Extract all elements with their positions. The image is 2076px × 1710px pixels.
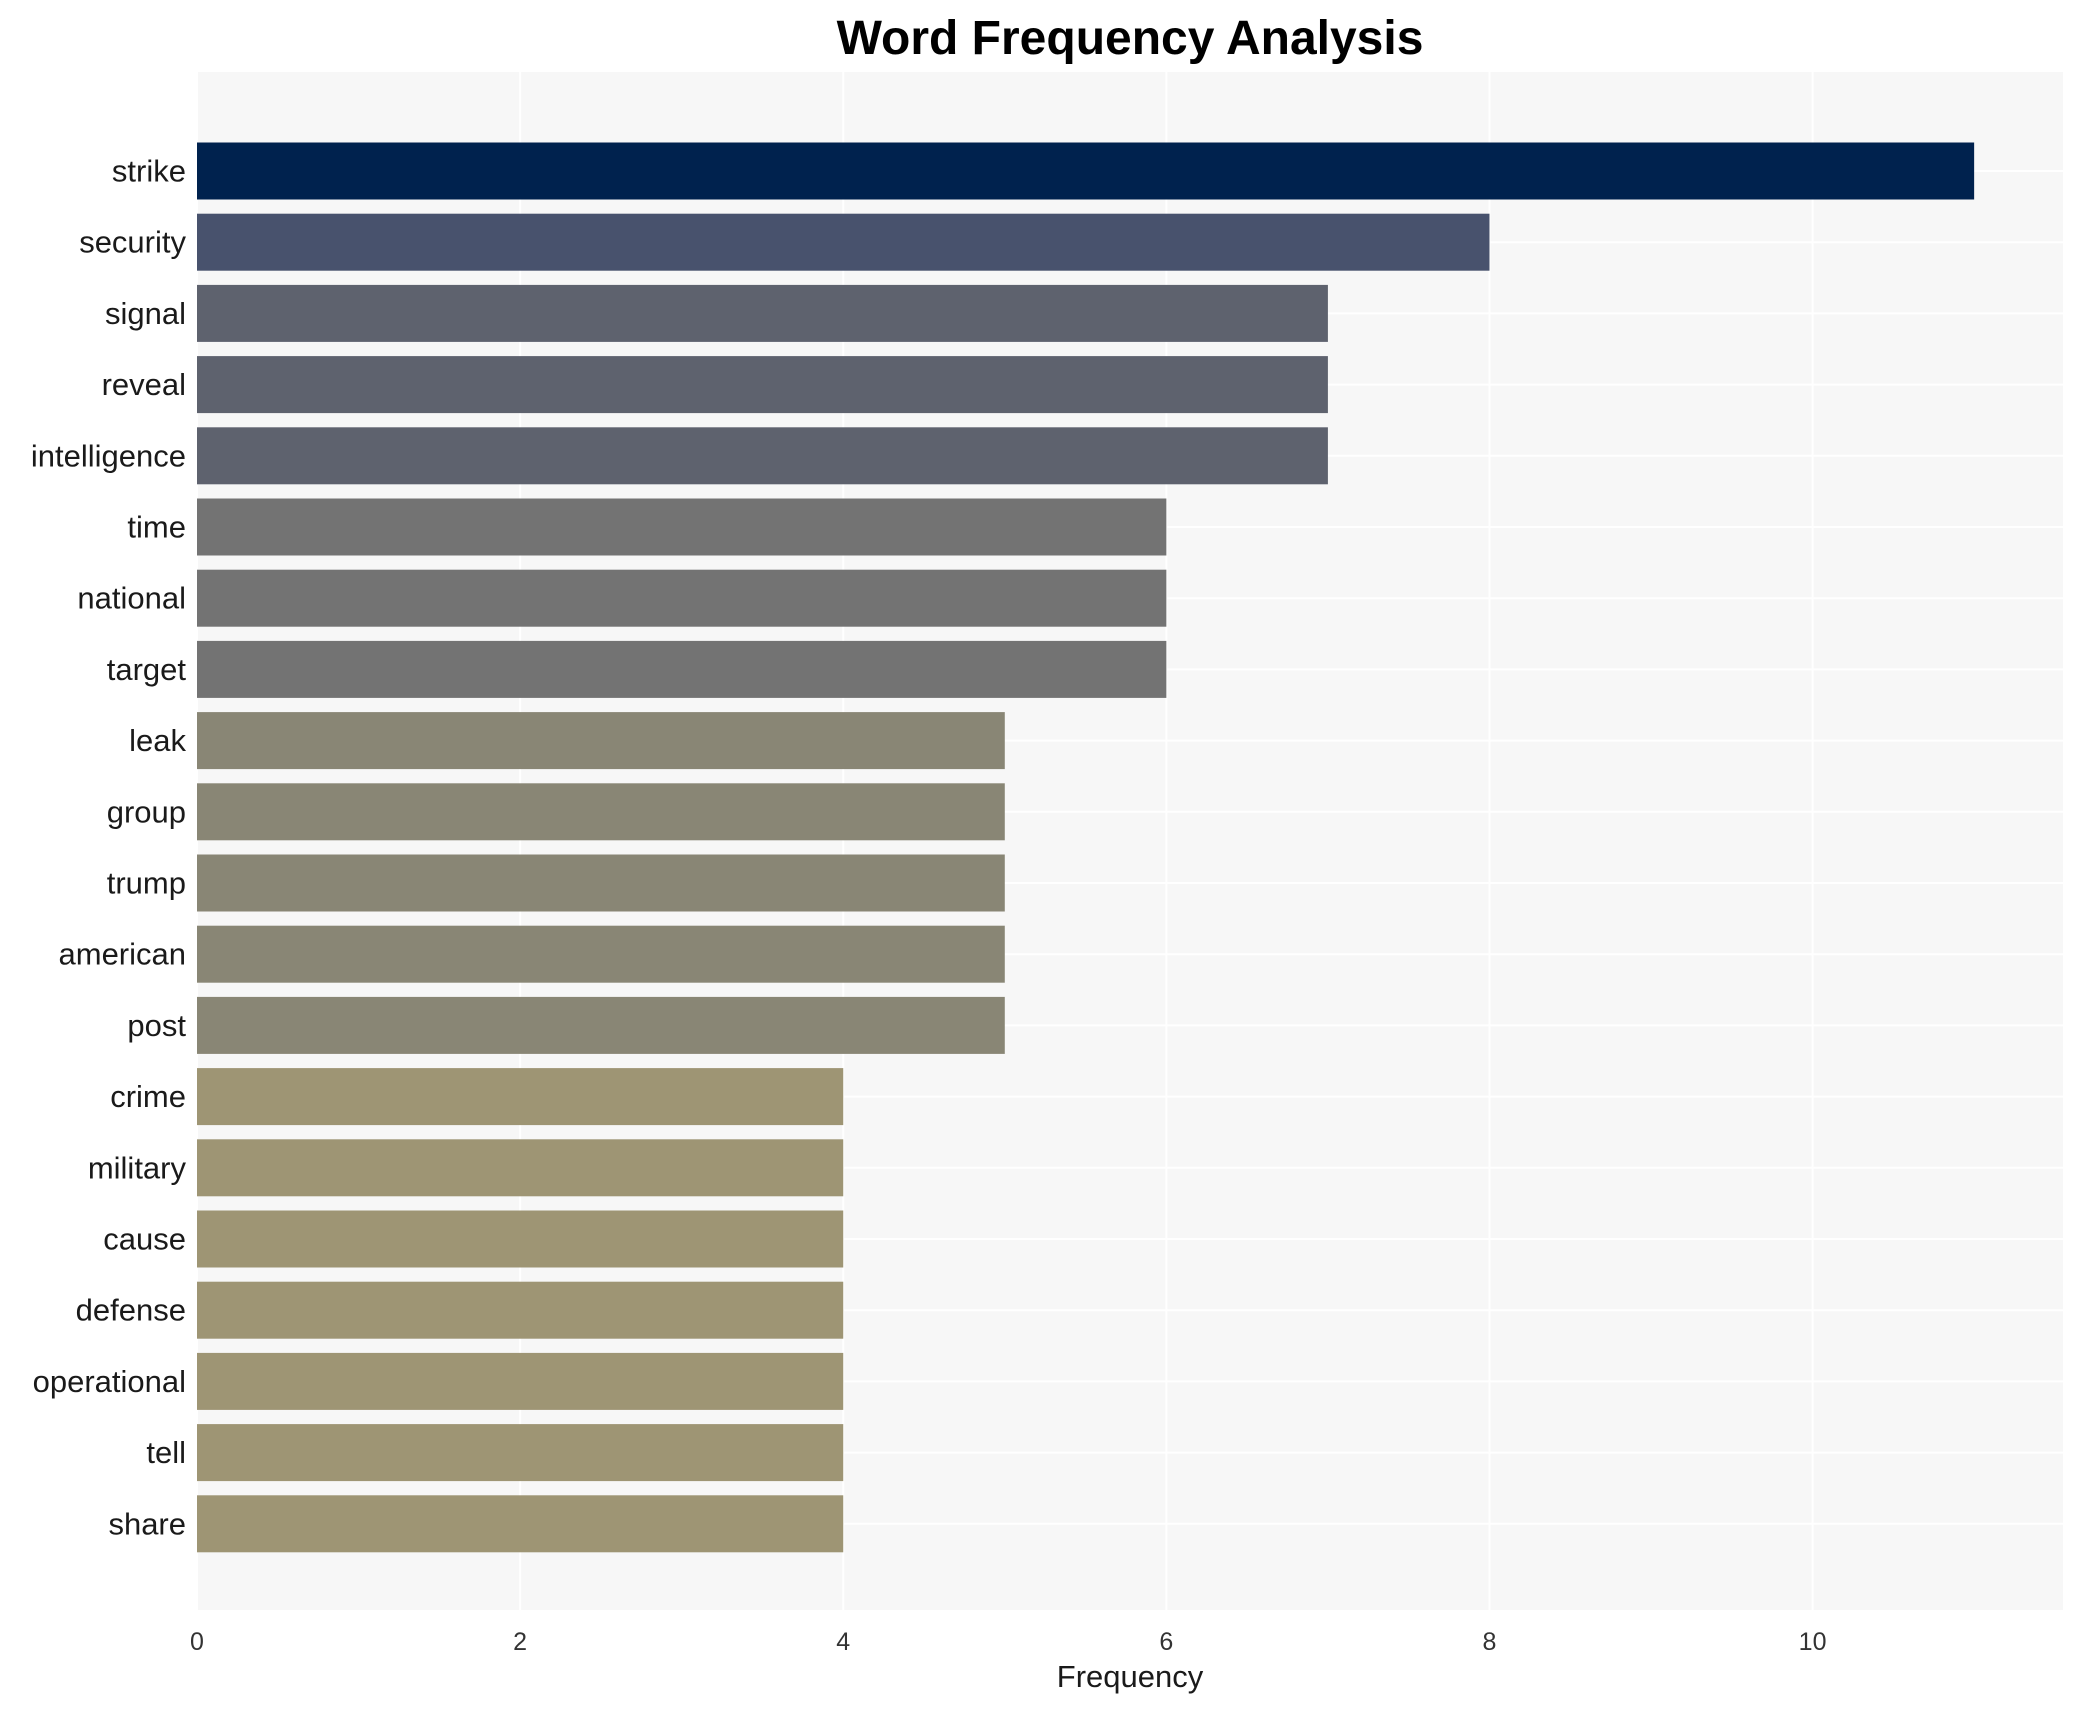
bar-strike: [197, 142, 1975, 200]
y-tick-label-share: share: [108, 1506, 186, 1541]
y-tick-label-trump: trump: [107, 866, 186, 901]
bar-cause: [197, 1210, 844, 1268]
y-tick-label-security: security: [79, 225, 186, 260]
bar-military: [197, 1139, 844, 1197]
x-tick-label-4: 4: [836, 1628, 850, 1656]
bar-time: [197, 498, 1167, 556]
y-tick-label-strike: strike: [112, 154, 186, 189]
bar-operational: [197, 1352, 844, 1410]
y-tick-label-crime: crime: [110, 1079, 186, 1114]
x-axis-label: Frequency: [1057, 1659, 1204, 1694]
x-tick-label-2: 2: [513, 1628, 527, 1656]
bar-group: [197, 783, 1005, 841]
y-tick-label-time: time: [127, 510, 186, 545]
y-tick-label-post: post: [127, 1008, 186, 1043]
bar-reveal: [197, 356, 1328, 414]
y-axis-labels: strike security signal reveal intelligence ti…: [31, 154, 187, 1542]
bar-defense: [197, 1281, 844, 1339]
y-tick-label-cause: cause: [103, 1222, 186, 1257]
bars-group: [197, 142, 1975, 1553]
y-tick-label-leak: leak: [129, 723, 186, 758]
bar-intelligence: [197, 427, 1328, 485]
y-tick-label-group: group: [107, 794, 186, 829]
x-tick-label-10: 10: [1799, 1628, 1827, 1656]
x-tick-label-6: 6: [1159, 1628, 1173, 1656]
bar-crime: [197, 1068, 844, 1126]
bar-post: [197, 996, 1005, 1054]
y-tick-label-signal: signal: [105, 296, 186, 331]
chart-title: Word Frequency Analysis: [837, 12, 1424, 65]
y-tick-label-national: national: [77, 581, 186, 616]
bar-target: [197, 640, 1167, 698]
y-tick-label-operational: operational: [33, 1364, 186, 1399]
bar-security: [197, 213, 1490, 271]
x-tick-label-8: 8: [1483, 1628, 1497, 1656]
bar-share: [197, 1495, 844, 1553]
y-tick-label-military: military: [88, 1150, 187, 1185]
y-tick-label-intelligence: intelligence: [31, 438, 186, 473]
bar-trump: [197, 854, 1005, 912]
x-axis-ticks: 0 2 4 6 8 10: [190, 1628, 1826, 1656]
y-tick-label-defense: defense: [76, 1293, 186, 1328]
bar-national: [197, 569, 1167, 627]
y-tick-label-target: target: [107, 652, 187, 687]
bar-signal: [197, 284, 1328, 342]
bar-leak: [197, 712, 1005, 770]
bar-tell: [197, 1424, 844, 1482]
x-tick-label-0: 0: [190, 1628, 204, 1656]
y-tick-label-tell: tell: [146, 1435, 186, 1470]
bar-american: [197, 925, 1005, 983]
y-tick-label-reveal: reveal: [102, 367, 186, 402]
y-tick-label-american: american: [59, 937, 187, 972]
